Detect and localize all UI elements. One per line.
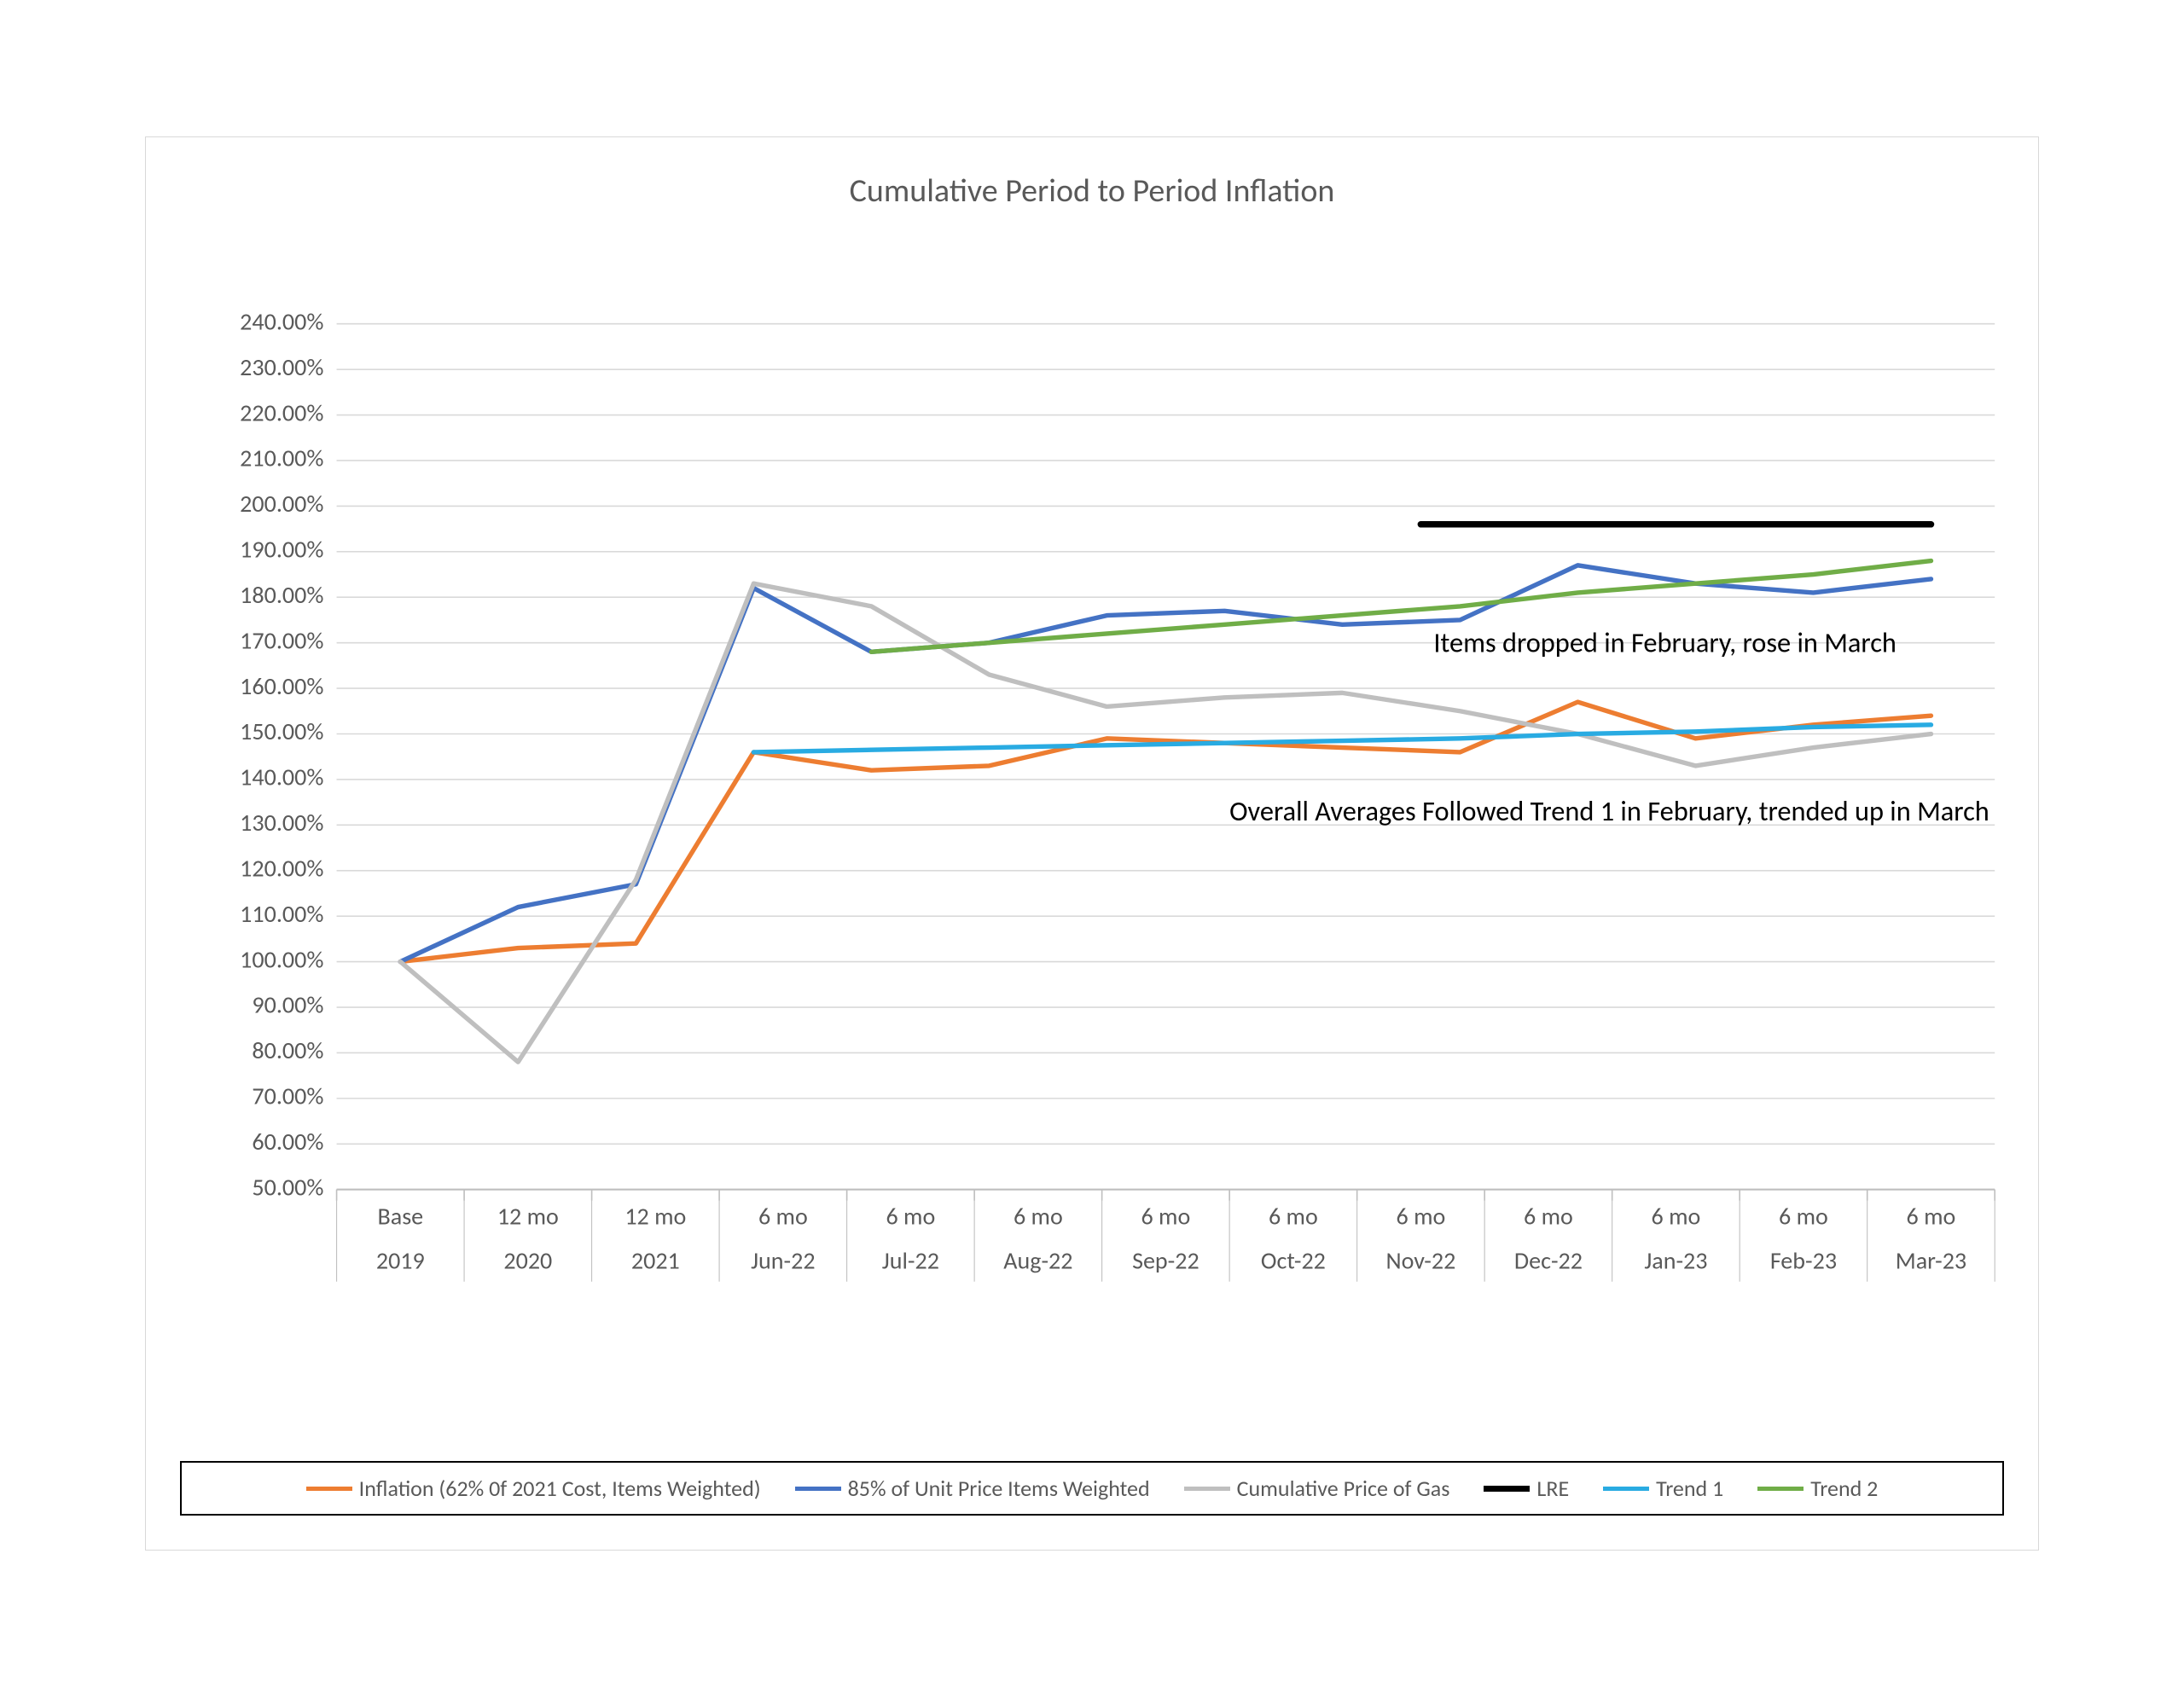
y-tick-label: 170.00% bbox=[240, 625, 323, 655]
legend-item: Trend 2 bbox=[1757, 1475, 1878, 1502]
x-tick-label-top: 6 mo bbox=[1779, 1202, 1828, 1232]
y-tick-label: 120.00% bbox=[240, 853, 323, 883]
x-tick-label-top: 12 mo bbox=[624, 1202, 686, 1232]
legend-label: LRE bbox=[1536, 1475, 1569, 1502]
y-tick-label: 90.00% bbox=[252, 990, 323, 1020]
x-tick-label-top: 6 mo bbox=[1907, 1202, 1956, 1232]
page-root: Cumulative Period to Period Inflation 50… bbox=[0, 0, 2184, 1687]
x-tick-label-top: 12 mo bbox=[497, 1202, 559, 1232]
legend-item: Cumulative Price of Gas bbox=[1184, 1475, 1450, 1502]
legend-swatch bbox=[1757, 1487, 1804, 1491]
chart-frame: Cumulative Period to Period Inflation 50… bbox=[145, 136, 2039, 1551]
x-tick-label-bottom: Nov-22 bbox=[1385, 1246, 1455, 1276]
legend-item: Inflation (62% 0f 2021 Cost, Items Weigh… bbox=[306, 1475, 761, 1502]
y-tick-label: 50.00% bbox=[252, 1172, 323, 1202]
legend-swatch bbox=[306, 1487, 352, 1491]
y-tick-label: 80.00% bbox=[252, 1035, 323, 1065]
x-tick-label-top: 6 mo bbox=[1652, 1202, 1701, 1232]
y-tick-label: 180.00% bbox=[240, 580, 323, 610]
x-tick-label-bottom: Jan-23 bbox=[1644, 1246, 1707, 1276]
legend-swatch bbox=[1184, 1487, 1230, 1491]
x-tick-label-top: 6 mo bbox=[1141, 1202, 1190, 1232]
y-tick-label: 220.00% bbox=[240, 397, 323, 427]
x-tick-label-top: 6 mo bbox=[1397, 1202, 1446, 1232]
x-tick-label-bottom: Sep-22 bbox=[1132, 1246, 1199, 1276]
legend-item: LRE bbox=[1484, 1475, 1569, 1502]
y-tick-label: 70.00% bbox=[252, 1081, 323, 1111]
chart-annotation: Overall Averages Followed Trend 1 in Feb… bbox=[1229, 794, 1989, 828]
legend-swatch bbox=[1484, 1486, 1530, 1492]
x-tick-label-top: 6 mo bbox=[886, 1202, 935, 1232]
legend-label: Inflation (62% 0f 2021 Cost, Items Weigh… bbox=[359, 1475, 761, 1502]
y-tick-label: 100.00% bbox=[240, 944, 323, 974]
legend: Inflation (62% 0f 2021 Cost, Items Weigh… bbox=[180, 1461, 2004, 1516]
y-tick-label: 230.00% bbox=[240, 352, 323, 382]
x-tick-label-top: 6 mo bbox=[758, 1202, 808, 1232]
y-tick-label: 200.00% bbox=[240, 489, 323, 519]
legend-label: 85% of Unit Price Items Weighted bbox=[848, 1475, 1150, 1502]
chart-svg: 50.00% 60.00% 70.00% 80.00% 90.00% 100.00% 110… bbox=[180, 236, 2004, 1388]
x-tick-label-bottom: Aug-22 bbox=[1003, 1246, 1072, 1276]
x-tick-label-top: Base bbox=[377, 1202, 423, 1232]
legend-item: 85% of Unit Price Items Weighted bbox=[795, 1475, 1150, 1502]
x-tick-label-top: 6 mo bbox=[1014, 1202, 1063, 1232]
y-tick-label: 190.00% bbox=[240, 535, 323, 565]
x-tick-label-bottom: Feb-23 bbox=[1770, 1246, 1837, 1276]
legend-label: Trend 2 bbox=[1810, 1475, 1878, 1502]
plot-area: 50.00% 60.00% 70.00% 80.00% 90.00% 100.00% 110… bbox=[180, 236, 2004, 1388]
legend-item: Trend 1 bbox=[1603, 1475, 1723, 1502]
legend-label: Trend 1 bbox=[1656, 1475, 1723, 1502]
x-tick-label-bottom: 2020 bbox=[503, 1246, 552, 1276]
x-tick-label-bottom: Mar-23 bbox=[1896, 1246, 1966, 1276]
series-line bbox=[400, 702, 1931, 962]
x-tick-label-bottom: Jul-22 bbox=[882, 1246, 939, 1276]
y-tick-label: 240.00% bbox=[240, 306, 323, 336]
x-tick-label-top: 6 mo bbox=[1524, 1202, 1573, 1232]
y-tick-label: 150.00% bbox=[240, 716, 323, 746]
x-tick-label-bottom: Oct-22 bbox=[1261, 1246, 1326, 1276]
x-tick-label-top: 6 mo bbox=[1269, 1202, 1318, 1232]
legend-swatch bbox=[1603, 1487, 1649, 1491]
chart-title: Cumulative Period to Period Inflation bbox=[180, 171, 2004, 211]
y-tick-label: 210.00% bbox=[240, 443, 323, 473]
y-tick-label: 130.00% bbox=[240, 808, 323, 838]
x-tick-label-bottom: 2021 bbox=[631, 1246, 680, 1276]
chart-annotation: Items dropped in February, rose in March bbox=[1433, 625, 1896, 659]
legend-label: Cumulative Price of Gas bbox=[1237, 1475, 1450, 1502]
x-tick-label-bottom: 2019 bbox=[376, 1246, 425, 1276]
y-tick-label: 160.00% bbox=[240, 671, 323, 701]
x-tick-label-bottom: Jun-22 bbox=[751, 1246, 815, 1276]
y-tick-label: 140.00% bbox=[240, 762, 323, 792]
x-tick-label-bottom: Dec-22 bbox=[1514, 1246, 1583, 1276]
y-tick-label: 60.00% bbox=[252, 1127, 323, 1157]
legend-swatch bbox=[795, 1487, 841, 1491]
y-tick-label: 110.00% bbox=[240, 899, 323, 929]
